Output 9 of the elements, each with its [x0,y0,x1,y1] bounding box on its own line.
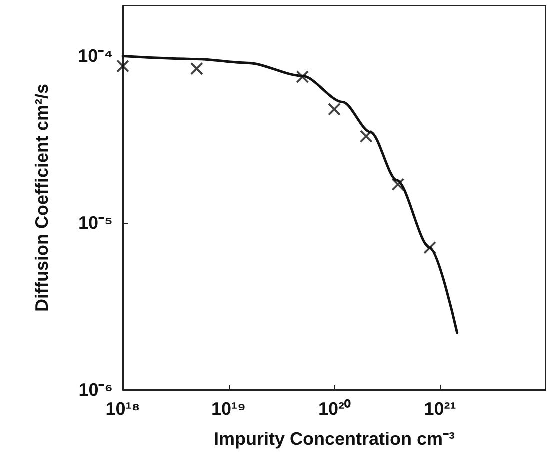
x-axis-title: Impurity Concentration cm⁻³ [214,429,456,449]
y-tick-label: 10⁻⁵ [78,213,113,234]
x-tick-label: 10¹⁸ [106,399,140,419]
x-tick-label: 10¹⁹ [211,399,246,419]
y-tick-label: 10⁻⁴ [78,46,113,66]
x-tick-label: 10²⁰ [318,399,352,419]
y-axis-title: Diffusion Coefficient cm²/s [32,84,52,312]
y-tick-label: 10⁻⁶ [78,380,113,400]
x-tick-label: 10²¹ [424,399,456,419]
